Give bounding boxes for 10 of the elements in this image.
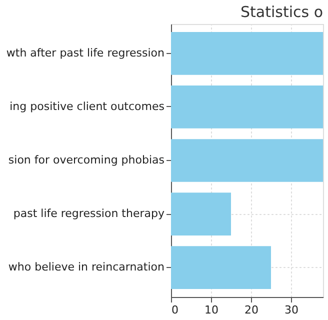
y-tick-label: past life regression therapy xyxy=(13,207,165,220)
x-tick-label: 10 xyxy=(204,304,218,316)
y-tick-label: who believe in reincarnation xyxy=(8,260,165,274)
x-tick-label: 20 xyxy=(244,304,258,316)
y-tick-label: ing positive client outcomes xyxy=(10,100,165,113)
x-tick-label: 0 xyxy=(172,304,178,316)
x-tick-label: 30 xyxy=(284,304,298,316)
y-tick-label: sion for overcoming phobias xyxy=(8,154,165,166)
y-tick-label: wth after past life regression xyxy=(6,46,165,60)
chart-title: Statistics o xyxy=(240,3,323,21)
